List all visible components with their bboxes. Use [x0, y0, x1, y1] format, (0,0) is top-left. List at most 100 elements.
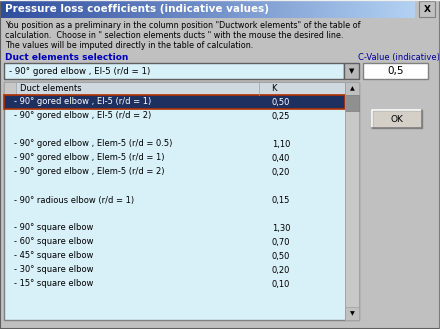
Bar — [33, 0, 34, 18]
Bar — [37, 0, 38, 18]
Bar — [213, 0, 214, 18]
Text: 0,20: 0,20 — [272, 266, 290, 274]
Bar — [379, 0, 380, 18]
Bar — [276, 0, 277, 18]
Bar — [317, 0, 318, 18]
Bar — [136, 0, 137, 18]
Text: 0,10: 0,10 — [272, 280, 290, 289]
Bar — [112, 0, 113, 18]
Text: 0,20: 0,20 — [272, 167, 290, 176]
Bar — [288, 0, 289, 18]
Bar — [314, 0, 315, 18]
Bar — [133, 0, 134, 18]
Bar — [227, 0, 228, 18]
Bar — [6, 0, 7, 18]
Bar — [147, 0, 148, 18]
Bar — [96, 0, 97, 18]
Bar — [19, 0, 20, 18]
Text: - 90° gored elbow , EI-5 (r/d = 2): - 90° gored elbow , EI-5 (r/d = 2) — [14, 112, 151, 120]
Bar — [311, 0, 312, 18]
Bar — [186, 0, 187, 18]
Bar — [50, 0, 51, 18]
Bar — [252, 0, 253, 18]
Bar — [324, 0, 325, 18]
Bar — [313, 0, 314, 18]
Bar — [30, 0, 31, 18]
Bar — [220, 0, 221, 18]
Bar — [408, 0, 409, 18]
Bar — [394, 0, 395, 18]
Bar — [61, 0, 62, 18]
Bar — [153, 0, 154, 18]
Bar — [395, 0, 396, 18]
Bar — [130, 0, 131, 18]
Bar — [197, 0, 198, 18]
Bar — [301, 0, 302, 18]
Bar — [93, 0, 94, 18]
Text: calculation.  Choose in " selection elements ducts " with the mouse the desired : calculation. Choose in " selection eleme… — [5, 31, 343, 40]
Bar — [44, 0, 45, 18]
Bar — [280, 0, 281, 18]
Bar — [279, 0, 280, 18]
Bar — [320, 0, 321, 18]
Bar — [124, 0, 125, 18]
Bar — [372, 110, 422, 128]
Bar — [271, 0, 272, 18]
Bar — [87, 0, 88, 18]
Text: - 90° gored elbow , Elem-5 (r/d = 1): - 90° gored elbow , Elem-5 (r/d = 1) — [14, 154, 165, 163]
Bar — [10, 0, 11, 18]
Bar — [32, 0, 33, 18]
Bar — [123, 0, 124, 18]
Bar — [99, 0, 100, 18]
Bar — [241, 0, 242, 18]
Bar — [41, 0, 42, 18]
Bar — [243, 0, 244, 18]
Bar — [402, 0, 403, 18]
Text: 0,15: 0,15 — [272, 195, 290, 205]
Text: - 30° square elbow: - 30° square elbow — [14, 266, 93, 274]
Bar — [113, 0, 114, 18]
Bar — [200, 0, 201, 18]
Bar — [356, 0, 357, 18]
Bar — [242, 0, 243, 18]
Bar — [109, 0, 110, 18]
Bar — [285, 0, 286, 18]
Text: 1,10: 1,10 — [272, 139, 290, 148]
Bar — [270, 0, 271, 18]
Bar — [125, 0, 126, 18]
Text: 0,70: 0,70 — [272, 238, 290, 246]
Bar — [17, 0, 18, 18]
Bar — [358, 0, 359, 18]
Text: OK: OK — [391, 114, 403, 123]
Bar — [263, 0, 264, 18]
Bar — [67, 0, 68, 18]
Bar — [129, 0, 130, 18]
Bar — [75, 0, 76, 18]
Bar — [211, 0, 212, 18]
Bar — [188, 0, 189, 18]
Bar — [104, 0, 105, 18]
Bar — [68, 0, 69, 18]
Bar — [209, 0, 210, 18]
Text: - 90° gored elbow , EI-5 (r/d = 1): - 90° gored elbow , EI-5 (r/d = 1) — [14, 97, 151, 107]
Bar — [157, 0, 158, 18]
Bar — [390, 0, 391, 18]
Bar — [363, 63, 428, 79]
Bar — [149, 0, 150, 18]
Bar — [121, 0, 122, 18]
Bar — [85, 0, 86, 18]
Bar — [239, 0, 240, 18]
Bar — [88, 0, 89, 18]
Bar — [258, 0, 259, 18]
Bar — [77, 0, 78, 18]
Bar — [116, 0, 117, 18]
Bar — [39, 0, 40, 18]
Bar — [359, 0, 360, 18]
Bar — [143, 0, 144, 18]
Text: ▲: ▲ — [350, 86, 354, 91]
Text: - 90° gored elbow , Elem-5 (r/d = 2): - 90° gored elbow , Elem-5 (r/d = 2) — [14, 167, 165, 176]
Bar — [89, 0, 90, 18]
Bar — [322, 0, 323, 18]
Bar — [110, 0, 111, 18]
Bar — [369, 0, 370, 18]
